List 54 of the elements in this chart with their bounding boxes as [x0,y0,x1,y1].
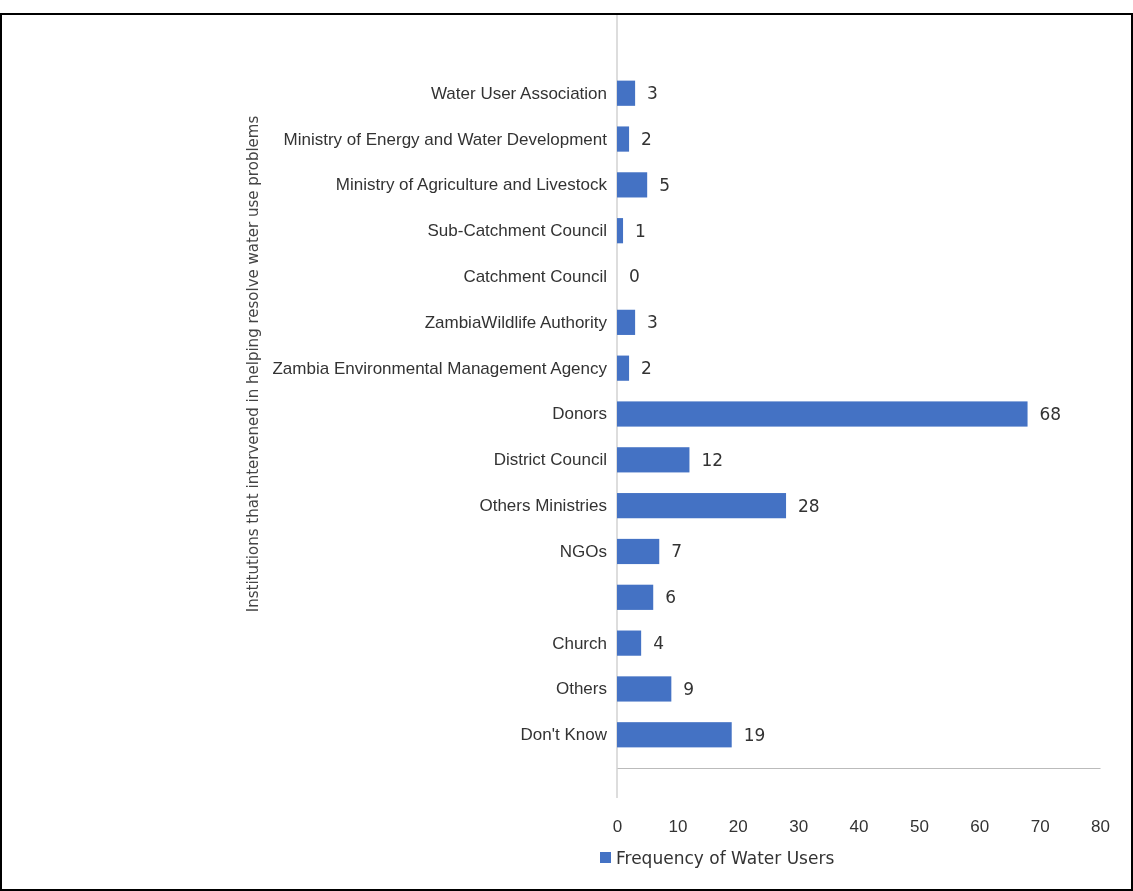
y-tick-label: Ministry of Agriculture and Livestock [335,175,608,195]
bar [617,218,624,244]
y-tick-label: Water User Association [430,83,607,103]
x-tick-label: 60 [970,817,990,837]
y-axis-title: Institutions that intervened in helping resolve water use problems [244,115,263,613]
y-tick-label: Others [555,679,607,699]
data-label: 0 [629,266,640,287]
y-tick-label: Others Ministries [479,496,607,516]
bar [617,401,1028,427]
data-label: 7 [671,541,683,562]
y-tick-label: Don't Know [520,725,608,745]
legend-label: Frequency of Water Users [616,847,835,868]
y-tick-label: District Council [493,450,607,470]
x-tick-label: 30 [789,817,809,837]
bar [617,538,660,565]
bar [617,584,654,610]
data-label: 6 [665,587,677,608]
bar [617,309,636,335]
x-tick-label: 80 [1091,817,1110,837]
bar [617,80,636,106]
y-tick-label: Donors [552,404,607,424]
data-label: 9 [683,678,695,699]
x-tick-label: 50 [909,817,929,837]
bar [617,172,648,198]
data-label: 4 [653,633,664,654]
data-label: 12 [701,449,724,470]
data-label: 28 [798,495,820,516]
bar [617,126,630,152]
bar [617,447,690,473]
y-tick-label: ZambiaWildlife Authority [424,312,608,332]
bar [617,676,672,702]
data-label: 3 [647,83,658,104]
x-tick-label: 20 [728,817,748,837]
y-tick-label: Catchment Council [463,266,607,286]
data-label: 2 [641,358,652,379]
x-tick-label: 70 [1030,817,1050,837]
y-tick-label: Ministry of Energy and Water Development [283,129,608,149]
x-tick-label: 10 [668,817,688,837]
data-label: 2 [641,129,652,149]
data-label: 1 [635,220,646,241]
x-tick-label: 40 [849,817,869,837]
y-tick-label: Church [552,633,607,653]
bar [617,630,642,656]
data-label: 3 [647,312,658,333]
bar [617,493,787,519]
y-tick-label: Zambia Environmental Management Agency [272,358,608,378]
bar [617,355,630,381]
data-label: 68 [1039,403,1062,424]
y-tick-label: NGOs [559,541,607,561]
y-tick-label: Sub-Catchment Council [427,221,607,241]
x-tick-label: 0 [612,817,623,837]
bar [617,722,732,748]
data-label: 19 [743,724,766,745]
data-label: 5 [659,174,671,195]
